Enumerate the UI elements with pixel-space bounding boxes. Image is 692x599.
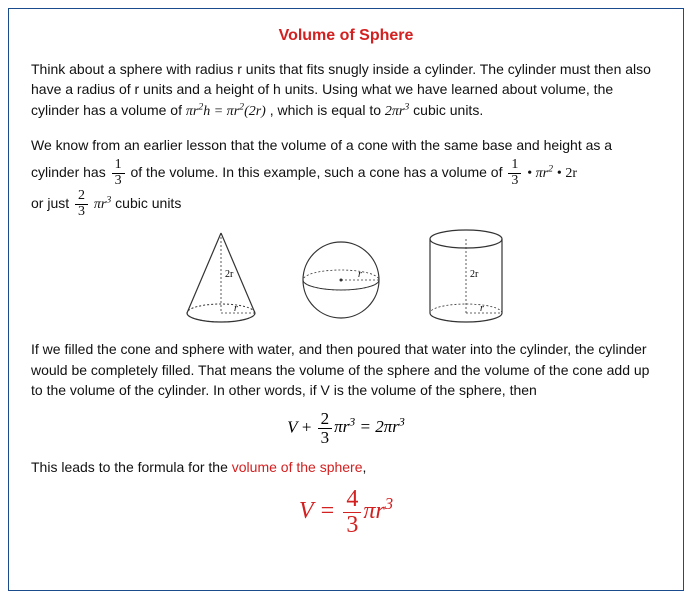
p1-f2: 2πr3 [385,104,409,119]
p2-frac3: 23 [75,189,88,219]
svg-text:r: r [234,303,238,314]
paragraph-3: If we filled the cone and sphere with wa… [31,339,661,400]
p2-pr3: πr3 [94,197,111,212]
p4-b: volume of the sphere [232,459,363,475]
svg-text:r: r [480,303,484,314]
equation-1: V + 23πr3 = 2πr3 [31,410,661,447]
sphere-icon: r [296,225,386,325]
p4-a: This leads to the formula for the [31,459,232,475]
p2-text2: of the volume. In this example, such a c… [130,164,506,180]
paragraph-2: We know from an earlier lesson that the … [31,132,661,219]
equation-2: V = 43πr3 [31,487,661,538]
svg-text:r: r [358,269,362,280]
p2-frac2: 13 [508,158,521,188]
p1-text3: cubic units. [413,102,483,118]
p4-c: , [363,459,367,475]
svg-text:2r: 2r [225,269,234,280]
p1-text2: , which is equal to [270,102,385,118]
cone-icon: 2r r [176,225,266,325]
paragraph-4: This leads to the formula for the volume… [31,457,661,477]
p2-dot2: • 2r [557,166,577,181]
p2-pr2: πr2 [536,166,553,181]
p1-f1a: πr2h = πr2(2r) [186,104,266,119]
paragraph-1: Think about a sphere with radius r units… [31,59,661,122]
shapes-row: 2r r r 2r r [31,225,661,325]
page-title: Volume of Sphere [31,27,661,45]
p2-frac1: 13 [112,158,125,188]
p2-text4: cubic units [115,195,181,211]
document-frame: Volume of Sphere Think about a sphere wi… [8,8,684,591]
p2-dot: • [527,166,535,181]
cylinder-icon: 2r r [416,225,516,325]
p2-text3: or just [31,195,73,211]
svg-text:2r: 2r [470,269,479,280]
